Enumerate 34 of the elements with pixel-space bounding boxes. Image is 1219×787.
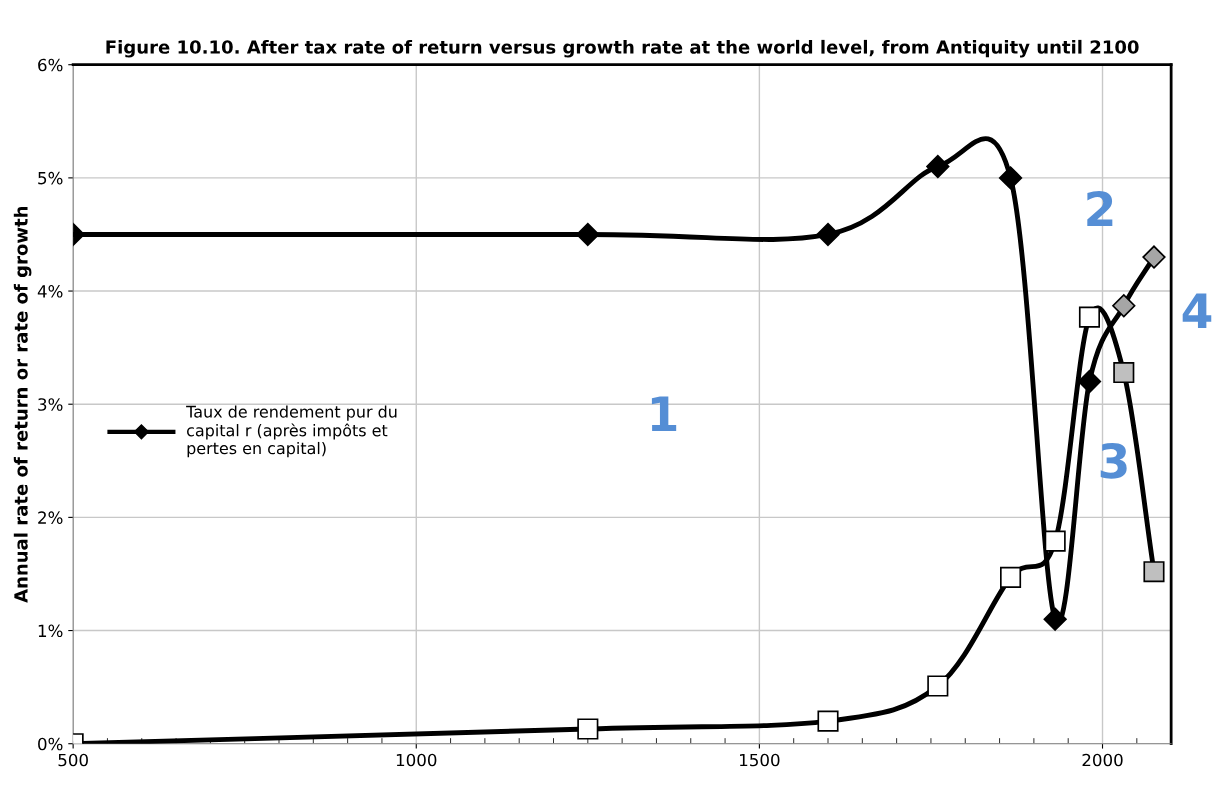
point	[1112, 294, 1136, 318]
point	[1142, 245, 1166, 269]
y-axis-title: Annual rate of return or rate of growth	[13, 206, 32, 603]
y-tick-label: 1%	[38, 624, 63, 638]
x-tick-label: 500	[58, 753, 88, 767]
point	[576, 222, 600, 247]
y-tick-label: 6%	[38, 58, 63, 72]
point	[927, 675, 949, 697]
legend-label: Taux de rendement pur du capital r (après impôts et pertes en capital)	[186, 405, 397, 458]
y-tick-label: 0%	[38, 737, 63, 751]
x-tick-label: 1500	[740, 753, 780, 767]
point	[926, 154, 950, 179]
y-tick-label: 2%	[38, 511, 63, 524]
y-tick-label: 3%	[38, 398, 63, 411]
point	[1044, 530, 1066, 552]
point	[816, 222, 840, 247]
annotation: 3	[1100, 442, 1127, 479]
point	[999, 566, 1022, 588]
point	[998, 166, 1023, 190]
annotation: 1	[651, 396, 677, 432]
point	[1078, 306, 1101, 328]
point	[1113, 361, 1135, 384]
chart-title: Figure 10.10. After tax rate of return versus growth rate at the world level, from Antiquity until 2100	[106, 39, 1139, 58]
point	[1043, 607, 1067, 631]
y-tick-label: 4%	[37, 285, 63, 298]
x-tick-label: 2000	[1082, 753, 1123, 767]
point	[1077, 369, 1102, 394]
x-tick-label: 1000	[396, 753, 437, 767]
y-tick-label: 5%	[38, 171, 63, 185]
point	[1143, 561, 1165, 583]
point	[577, 718, 599, 740]
annotation: 2	[1087, 190, 1113, 227]
text: 4	[1182, 293, 1212, 329]
point	[817, 710, 839, 732]
